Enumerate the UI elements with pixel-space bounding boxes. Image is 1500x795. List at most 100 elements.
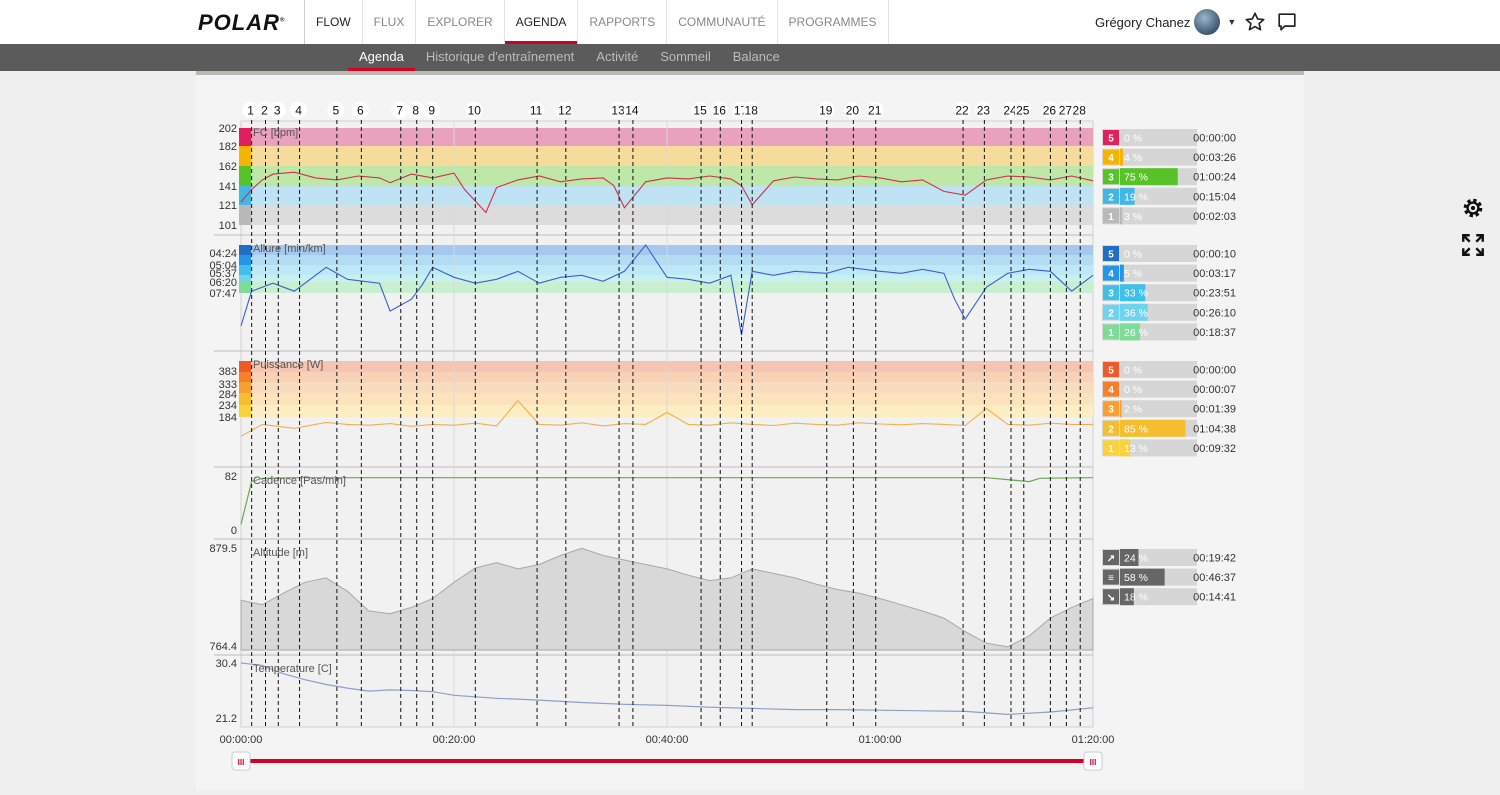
pace-bar-fill [1120,303,1148,321]
logo-mark: ® [280,17,286,24]
power-zone-time: 00:00:07 [1193,384,1236,396]
x-tick-label: 00:40:00 [646,734,689,746]
y-tick-label: 05:37 [209,268,237,280]
user-menu[interactable]: Grégory Chanez ▼ [1095,8,1236,36]
power-zone-swatch [239,361,251,372]
logo-text: POLAR [198,10,280,35]
lap-marker-label: 20 [846,104,860,118]
altitude-zone-percent: 18 % [1124,592,1148,604]
y-tick-label: 0 [231,525,237,537]
lap-marker-label: 5 [333,104,340,118]
pace-zone-percent: 0 % [1124,249,1142,261]
power-zone-time: 01:04:38 [1193,423,1236,435]
pace-zone-percent: 5 % [1124,268,1142,280]
power-bar-track [1102,400,1197,418]
agenda-subnav: Agenda Historique d'entraînement Activit… [348,44,791,71]
pace-zone-chip [1103,304,1119,320]
lap-marker-badge [1014,101,1032,119]
lap-marker-label: 14 [625,104,639,118]
y-tick-label: 07:47 [209,288,237,300]
pace-bar-fill [1120,323,1141,341]
expand-icon[interactable] [1460,232,1486,258]
power-zone-number: 5 [1108,366,1114,377]
main-nav: FLOW FLUX EXPLORER AGENDA RAPPORTS COMMU… [304,0,889,44]
pace-bar-fill [1120,264,1124,282]
lap-marker-label: 11 [530,104,543,118]
altitude-zone-chip [1103,589,1119,605]
hr-zone-percent: 4 % [1124,152,1142,164]
hr-zone-number: 4 [1108,153,1114,164]
lap-marker-badge [391,101,409,119]
pace-zone-number: 3 [1108,289,1114,300]
lap-marker-label: 22 [955,104,969,118]
altitude-zone-number: ↘ [1107,593,1115,604]
tab-balance[interactable]: Balance [732,49,780,64]
star-icon[interactable] [1244,11,1266,33]
lap-marker-label: 21 [868,104,882,118]
lap-marker-label: 7 [396,104,403,118]
pace-zone-percent: 36 % [1124,307,1148,319]
altitude-zone-number: ↗ [1107,554,1115,565]
pace-zone-time: 00:03:17 [1193,268,1236,280]
nav-programmes[interactable]: PROGRAMMES [776,0,889,44]
power-bar-track [1102,380,1197,398]
chat-icon[interactable] [1276,11,1298,33]
lap-marker-label: 28 [1073,104,1087,118]
pace-series-line [240,244,1094,336]
hr-zone-swatch [239,205,251,225]
tab-sommeil[interactable]: Sommeil [660,49,711,64]
altitude-zone-time: 00:14:41 [1193,592,1236,604]
x-tick-label: 01:20:00 [1072,734,1115,746]
lap-marker-label: 18 [745,104,759,118]
power-zone-time: 00:09:32 [1193,443,1236,455]
tab-historique[interactable]: Historique d'entraînement [425,49,575,64]
user-name: Grégory Chanez [1095,14,1191,30]
nav-flow[interactable]: FLOW [304,0,362,44]
lap-marker-label: 26 [1043,104,1057,118]
nav-communaute[interactable]: COMMUNAUTÉ [666,0,776,44]
gear-icon[interactable] [1460,195,1486,221]
temperature-series-line [240,662,1094,716]
lap-marker-badge [351,101,369,119]
altitude-bar-fill [1120,568,1165,586]
lap-marker-label: 2 [261,104,268,118]
nav-flux[interactable]: FLUX [361,0,416,44]
pace-zone-swatch [239,275,251,282]
altitude-bar-fill [1120,549,1139,566]
altitude-zone-chip [1103,550,1119,565]
altitude-zone-percent: 24 % [1124,553,1148,565]
hr-zone-swatch [239,166,251,186]
y-tick-label: 202 [219,123,237,135]
pace-bar-fill [1120,284,1146,302]
chevron-down-icon: ▼ [1227,17,1237,27]
panel-title: Temperature [C] [253,663,332,675]
pace-zone-chip [1103,285,1119,301]
nav-explorer[interactable]: EXPLORER [415,0,503,44]
lap-marker-badge [290,101,308,119]
x-tick-label: 00:20:00 [433,734,476,746]
hr-zone-number: 3 [1108,173,1114,184]
pace-zone-chip [1103,324,1119,340]
x-tick-label: 00:00:00 [220,734,263,746]
y-tick-label: 06:20 [209,277,237,289]
hr-zone-number: 2 [1108,192,1114,203]
nav-rapports[interactable]: RAPPORTS [577,0,666,44]
polar-logo[interactable]: POLAR® [198,10,285,36]
pace-zone-number: 2 [1108,308,1114,319]
lap-marker-badge [843,101,861,119]
nav-agenda[interactable]: AGENDA [503,0,578,44]
lap-marker-badge [609,101,627,119]
panel-title: Puissance [W] [253,359,323,371]
lap-marker-label: 15 [693,104,707,118]
range-slider-handle [231,751,251,771]
pace-zone-chip [1103,265,1119,281]
power-zone-chip [1103,420,1119,436]
y-tick-label: 764.4 [209,641,237,653]
map-preview-strip [196,71,1304,75]
tab-agenda[interactable]: Agenda [348,44,415,71]
tab-activite[interactable]: Activité [596,49,639,64]
power-zone-number: 1 [1108,444,1114,455]
pace-zone-percent: 33 % [1124,288,1148,300]
power-zone-time: 00:01:39 [1193,404,1236,416]
hr-zone-swatch [239,128,251,146]
